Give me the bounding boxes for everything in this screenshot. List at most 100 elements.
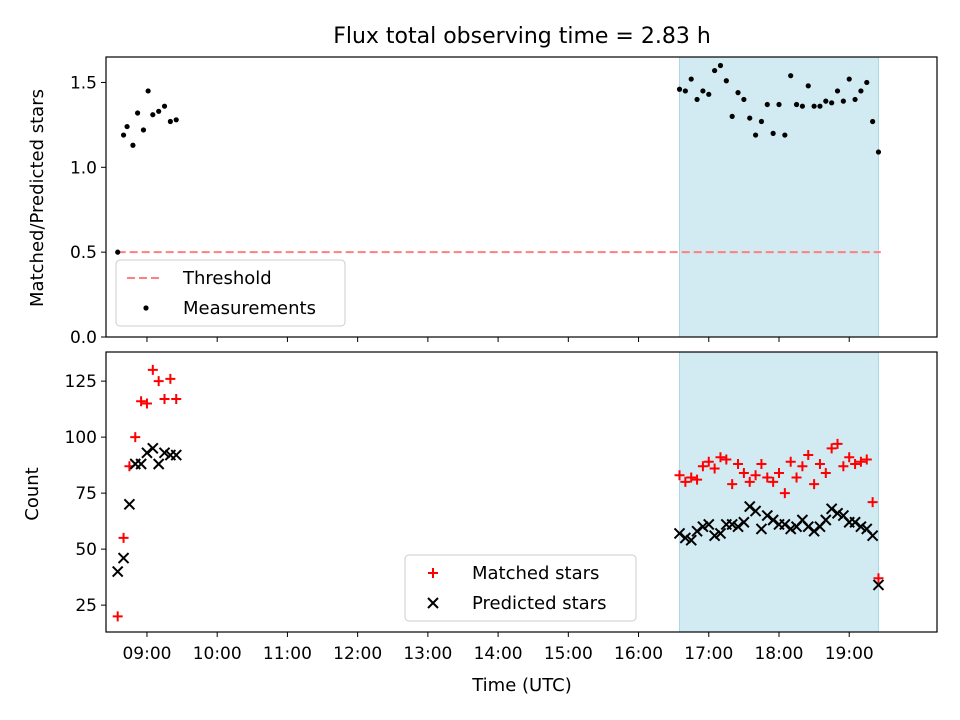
measurement-point [161,103,168,109]
matched-star-point [692,474,703,485]
predicted-star-point [708,529,721,542]
predicted-star-point [111,565,124,578]
measurement-point [864,79,870,86]
y-tick-label: 1.0 [70,158,97,178]
legend-label: Matched stars [472,563,599,584]
x-tick-label: 15:00 [544,644,593,664]
measurement-point [712,67,718,74]
y-tick-label: 0.5 [70,243,97,263]
matched-star-point [727,479,738,490]
measurement-point [811,103,817,109]
measurement-point [723,78,729,84]
matched-star-point [165,373,176,384]
y-tick-label: 50 [75,540,97,560]
measurement-point [782,132,788,138]
matched-star-point [832,438,843,449]
matched-star-point [112,611,123,622]
x-tick-label: 14:00 [474,644,523,664]
matched-star-point [171,394,182,405]
matched-star-point [814,459,825,469]
x-axis-label: Time (UTC) [471,675,572,696]
measurement-point [140,127,147,133]
matched-star-point [797,461,808,472]
x-tick-label: 18:00 [754,644,803,664]
matched-star-point [855,456,866,467]
matched-star-point [709,463,720,474]
matched-star-point [118,532,129,543]
predicted-star-point [784,523,797,535]
predicted-star-point [679,532,692,544]
measurement-point [676,86,683,92]
matched-star-point [703,456,714,467]
measurement-point [799,103,806,109]
top-y-axis-label: Matched/Predicted stars [27,89,48,307]
matched-star-point [838,461,849,472]
matched-star-point [744,476,755,487]
matched-star-point [773,467,784,478]
measurement-point [735,90,741,96]
predicted-star-point [855,521,867,533]
matched-star-point [750,470,761,481]
matched-star-point [674,470,685,481]
legend-label: Threshold [182,268,272,289]
bottom-panel: Count 25 50 75 100 125 09:00 10:00 11:00 12:00 13… [22,351,938,664]
x-tick-label: 13:00 [403,644,452,664]
predicted-star-point [703,518,715,531]
measurement-point [875,149,882,155]
matched-star-point [762,472,773,483]
measurement-point [747,115,753,121]
predicted-star-point [170,449,182,461]
axes-frame [105,56,938,338]
x-tick-label: 16:00 [614,644,663,664]
matched-star-point [686,472,697,483]
observing-span [679,56,879,338]
predicted-star-point [738,516,750,528]
matched-star-point [721,454,732,465]
measurement-point [115,249,121,255]
predicted-star-point [820,514,832,526]
matched-star-point [844,452,855,463]
y-tick-label: 25 [75,596,97,616]
matched-star-point [130,432,141,443]
matched-star-point [873,573,884,584]
x-tick-label: 10:00 [193,644,242,664]
measurement-point [840,98,846,104]
predicted-star-point [831,507,844,519]
matched-star-point [803,450,814,461]
measurement-point [758,118,765,125]
measurement-point [682,88,688,94]
measurement-point [120,132,127,138]
matched-star-point [159,394,170,405]
figure-title: Flux total observing time = 2.83 h [333,24,711,49]
legend-matched-swatch [428,568,438,578]
measurement-point [793,101,800,108]
matched-star-point [867,497,878,508]
matched-star-point [147,364,158,375]
matched-star-point [738,467,749,478]
measurement-point [700,88,706,94]
predicted-star-point [714,527,727,540]
measurement-point [834,88,841,94]
legend-label: Predicted stars [472,593,606,614]
predicted-star-point [685,534,697,546]
y-tick-label: 0.0 [70,328,97,348]
matched-star-point [820,467,831,478]
legend-box [115,259,346,327]
measurement-point [823,98,829,104]
measurement-point [694,96,700,103]
bottom-y-axis-label: Count [22,467,43,520]
measurement-point [741,96,747,103]
predicted-star-point [866,529,879,542]
x-tick-label: 19:00 [825,644,874,664]
measurement-point [130,142,136,148]
legend-predicted-swatch [427,597,439,609]
measurement-point [805,83,811,89]
matched-star-point [850,459,861,469]
matched-star-point [153,376,164,387]
measurement-point [817,103,823,109]
measurement-point [788,73,794,79]
y-tick-label: 75 [75,484,97,504]
legend-box [404,554,637,622]
predicted-star-point [158,447,171,459]
